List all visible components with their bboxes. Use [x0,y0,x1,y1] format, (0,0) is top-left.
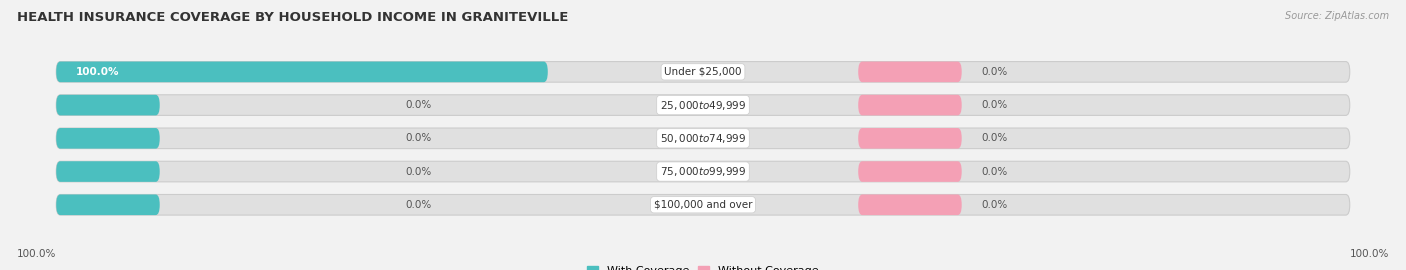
FancyBboxPatch shape [858,161,962,182]
FancyBboxPatch shape [858,95,962,115]
FancyBboxPatch shape [56,128,160,148]
Text: $75,000 to $99,999: $75,000 to $99,999 [659,165,747,178]
Text: $50,000 to $74,999: $50,000 to $74,999 [659,132,747,145]
Text: 0.0%: 0.0% [405,133,432,143]
FancyBboxPatch shape [56,161,1350,182]
FancyBboxPatch shape [858,62,962,82]
Text: 0.0%: 0.0% [405,200,432,210]
Text: 0.0%: 0.0% [981,100,1007,110]
FancyBboxPatch shape [56,95,160,115]
FancyBboxPatch shape [56,161,160,182]
FancyBboxPatch shape [56,194,160,215]
FancyBboxPatch shape [858,128,962,148]
FancyBboxPatch shape [56,95,1350,115]
FancyBboxPatch shape [56,194,1350,215]
Legend: With Coverage, Without Coverage: With Coverage, Without Coverage [588,266,818,270]
Text: HEALTH INSURANCE COVERAGE BY HOUSEHOLD INCOME IN GRANITEVILLE: HEALTH INSURANCE COVERAGE BY HOUSEHOLD I… [17,11,568,24]
Text: $25,000 to $49,999: $25,000 to $49,999 [659,99,747,112]
Text: Source: ZipAtlas.com: Source: ZipAtlas.com [1285,11,1389,21]
Text: 100.0%: 100.0% [76,67,120,77]
Text: 0.0%: 0.0% [405,167,432,177]
FancyBboxPatch shape [56,128,1350,148]
Text: 100.0%: 100.0% [17,249,56,259]
Text: 0.0%: 0.0% [405,100,432,110]
Text: 100.0%: 100.0% [1350,249,1389,259]
Text: $100,000 and over: $100,000 and over [654,200,752,210]
Text: Under $25,000: Under $25,000 [664,67,742,77]
Text: 0.0%: 0.0% [981,133,1007,143]
FancyBboxPatch shape [858,194,962,215]
Text: 0.0%: 0.0% [981,67,1007,77]
Text: 0.0%: 0.0% [981,167,1007,177]
FancyBboxPatch shape [56,62,548,82]
FancyBboxPatch shape [56,62,1350,82]
Text: 0.0%: 0.0% [981,200,1007,210]
